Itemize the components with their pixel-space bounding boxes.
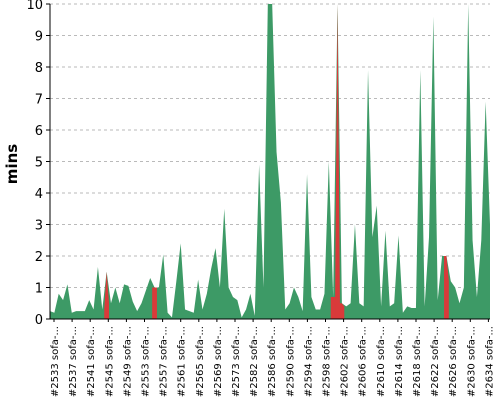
y-tick-label-1: 1 bbox=[35, 282, 43, 297]
x-tick-label-5: #2553 sofa-... bbox=[141, 326, 152, 397]
y-tick-label-0: 0 bbox=[35, 313, 43, 328]
x-tick-label-10: #2573 sofa-... bbox=[231, 326, 242, 397]
x-tick-label-22: #2626 sofa-... bbox=[448, 326, 459, 397]
failed-build-mark-2 bbox=[330, 296, 336, 319]
x-tick-label-7: #2561 sofa-... bbox=[177, 326, 188, 397]
x-tick-label-11: #2582 sofa-... bbox=[249, 326, 260, 397]
x-tick-label-23: #2630 sofa-... bbox=[466, 326, 477, 397]
x-tick-label-9: #2569 sofa-... bbox=[213, 326, 224, 397]
y-axis-label: mins bbox=[3, 144, 21, 184]
y-tick-label-4: 4 bbox=[35, 187, 43, 202]
y-tick-label-6: 6 bbox=[35, 124, 43, 139]
failed-build-mark-1 bbox=[152, 287, 157, 319]
y-tick-label-2: 2 bbox=[35, 250, 43, 265]
x-tick-label-4: #2549 sofa-... bbox=[122, 326, 133, 397]
failed-build-mark-3 bbox=[335, 4, 340, 319]
x-tick-label-16: #2602 sofa-... bbox=[340, 326, 351, 397]
x-axis-ticks: #2533 sofa-... #2537 sofa-... #2541 sofa-.… bbox=[50, 319, 495, 397]
x-tick-label-15: #2598 sofa-... bbox=[322, 326, 333, 397]
duration-area bbox=[50, 4, 490, 319]
x-tick-label-21: #2622 sofa-... bbox=[430, 326, 441, 397]
duration-area-fill bbox=[50, 4, 490, 319]
y-axis-ticks: 0 1 2 3 4 5 6 7 8 9 10 bbox=[26, 0, 50, 328]
x-tick-label-14: #2594 sofa-... bbox=[303, 326, 314, 397]
failed-build-mark-4 bbox=[339, 303, 345, 319]
y-tick-label-8: 8 bbox=[35, 61, 43, 76]
failed-build-mark-5 bbox=[444, 256, 449, 319]
y-tick-label-5: 5 bbox=[35, 156, 43, 171]
x-tick-label-6: #2557 sofa-... bbox=[159, 326, 170, 397]
x-tick-label-8: #2565 sofa-... bbox=[195, 326, 206, 397]
y-tick-label-10: 10 bbox=[26, 0, 43, 13]
failed-build-mark-0 bbox=[104, 271, 110, 319]
x-tick-label-18: #2610 sofa-... bbox=[376, 326, 387, 397]
x-tick-label-17: #2606 sofa-... bbox=[358, 326, 369, 397]
x-tick-label-3: #2545 sofa-... bbox=[104, 326, 115, 397]
x-tick-label-2: #2541 sofa-... bbox=[86, 326, 97, 397]
x-tick-label-0: #2533 sofa-... bbox=[50, 326, 61, 397]
gridlines bbox=[50, 3, 490, 288]
x-tick-label-24: #2634 sofa-... bbox=[484, 326, 495, 397]
y-tick-label-7: 7 bbox=[35, 93, 43, 108]
y-tick-label-3: 3 bbox=[35, 219, 43, 234]
y-tick-label-9: 9 bbox=[35, 30, 43, 45]
x-tick-label-19: #2614 sofa-... bbox=[394, 326, 405, 397]
x-tick-label-13: #2590 sofa-... bbox=[285, 326, 296, 397]
x-tick-label-12: #2586 sofa-... bbox=[267, 326, 278, 397]
x-tick-label-1: #2537 sofa-... bbox=[68, 326, 79, 397]
x-tick-label-20: #2618 sofa-... bbox=[412, 326, 423, 397]
